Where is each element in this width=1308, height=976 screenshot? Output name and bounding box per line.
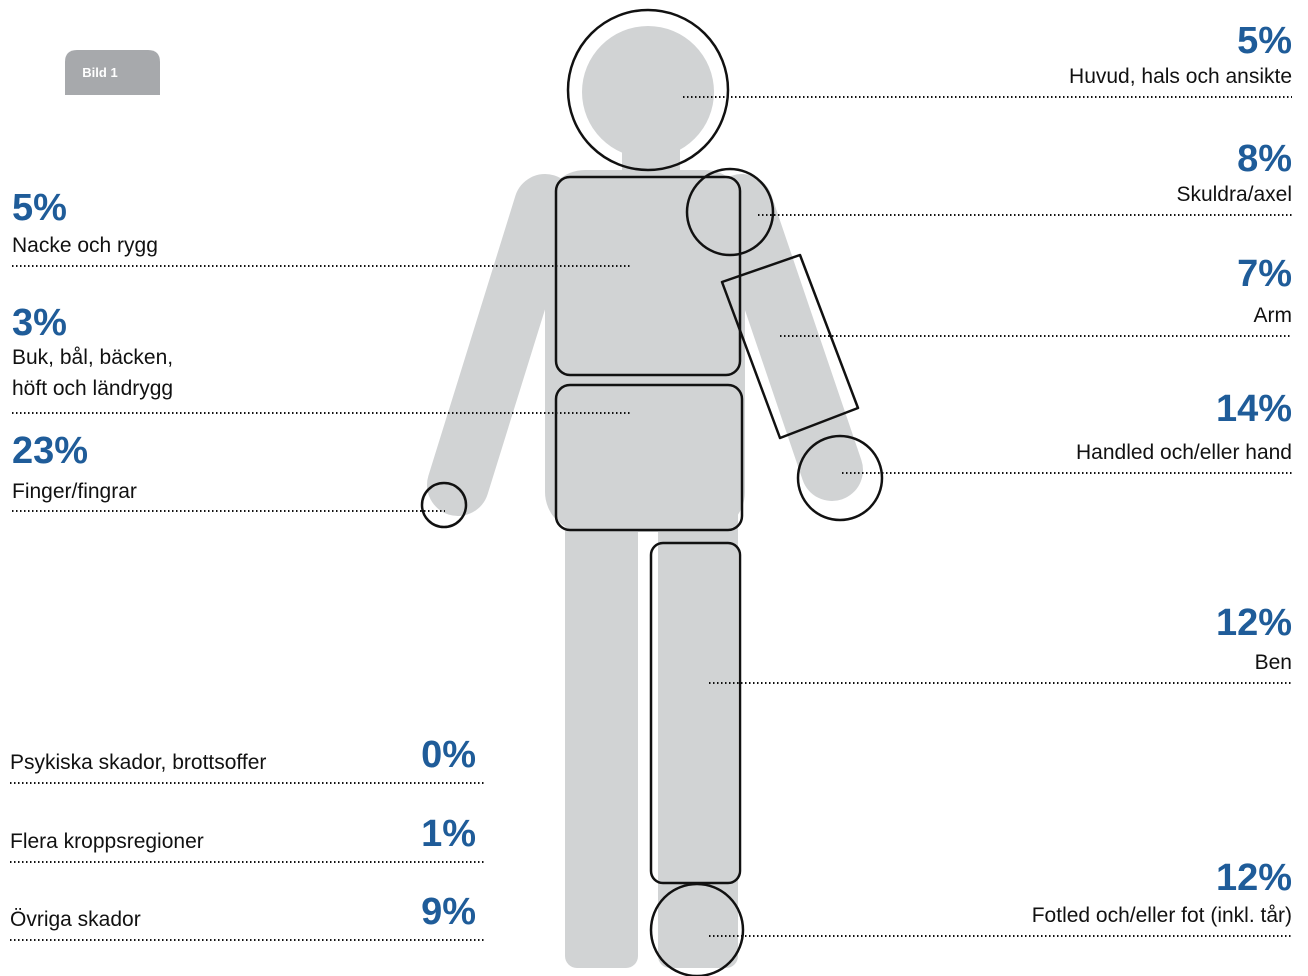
region-label: Fotled och/eller fot (inkl. tår) [1032,904,1292,927]
region-label: Arm [1254,304,1293,327]
region-label: Ben [1255,651,1292,674]
region-label: Psykiska skador, brottsoffer [10,751,266,774]
region-percent: 5% [12,187,67,229]
region-percent: 9% [421,891,476,933]
region-label: Skuldra/axel [1176,183,1292,206]
region-label: Flera kroppsregioner [10,830,204,853]
right-arm [742,205,832,470]
region-percent: 5% [1237,20,1292,62]
region-label: Huvud, hals och ansikte [1069,65,1292,88]
region-label: Övriga skador [10,908,141,931]
region-percent: 0% [421,734,476,776]
page: Bild 1 5% Huvud, hals och ansikte 8% Skuldr… [0,0,1308,976]
region-label: Nacke och rygg [12,234,158,257]
region-label: Finger/fingrar [12,480,137,503]
torso [545,170,745,532]
head [582,26,714,158]
region-percent: 8% [1237,138,1292,180]
left-arm [458,205,545,485]
left-leg [565,500,638,968]
region-label: höft och ländrygg [12,377,173,400]
region-percent: 23% [12,430,88,472]
region-label: Buk, bål, bäcken, [12,346,173,369]
badge: Bild 1 [65,50,160,95]
badge-text: Bild 1 [82,65,117,80]
region-percent: 12% [1216,602,1292,644]
region-percent: 14% [1216,388,1292,430]
region-percent: 3% [12,302,67,344]
region-percent: 12% [1216,857,1292,899]
right-leg [658,500,738,968]
body-figure [458,26,832,968]
region-percent: 1% [421,813,476,855]
region-percent: 7% [1237,253,1292,295]
region-label: Handled och/eller hand [1076,441,1292,464]
